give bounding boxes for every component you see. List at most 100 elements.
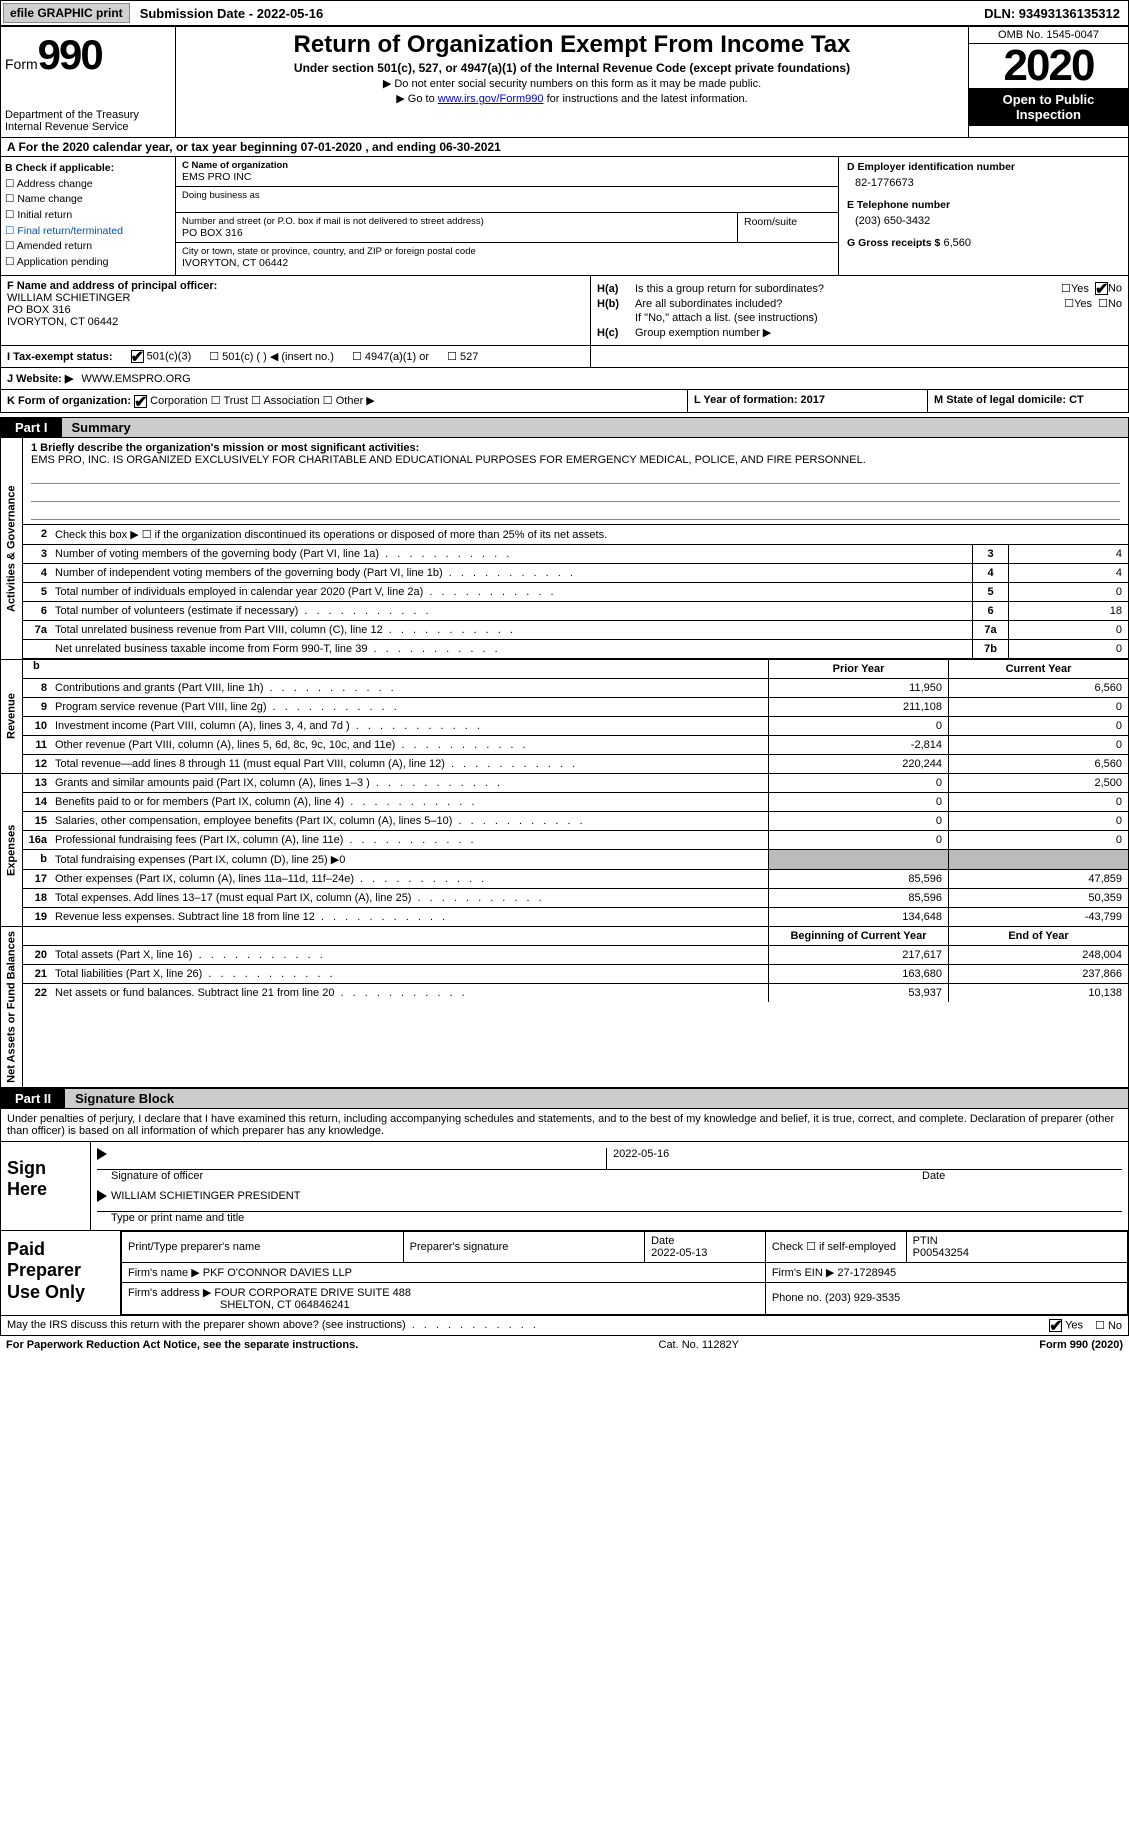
chk-final-return[interactable]: ☐ Final return/terminated xyxy=(5,224,171,239)
data-row: 12Total revenue—add lines 8 through 11 (… xyxy=(23,755,1128,773)
box-j-label: J Website: ▶ xyxy=(7,372,73,385)
vtab-revenue: Revenue xyxy=(1,660,23,773)
hb-label: H(b) xyxy=(597,298,635,310)
paid-preparer-label: Paid Preparer Use Only xyxy=(1,1231,121,1315)
firm-name-cell: Firm's name ▶ PKF O'CONNOR DAVIES LLP xyxy=(122,1262,766,1282)
part1-title: Summary xyxy=(62,418,1128,437)
hc-label: H(c) xyxy=(597,327,635,339)
data-row: 19Revenue less expenses. Subtract line 1… xyxy=(23,908,1128,926)
footer-row: For Paperwork Reduction Act Notice, see … xyxy=(0,1336,1129,1354)
entity-block: B Check if applicable: ☐ Address change … xyxy=(0,157,1129,276)
col-b-label: b xyxy=(33,660,40,672)
street-label: Number and street (or P.O. box if mail i… xyxy=(182,216,731,227)
part2-header: Part II Signature Block xyxy=(0,1088,1129,1109)
paperwork-notice: For Paperwork Reduction Act Notice, see … xyxy=(6,1339,358,1351)
prep-selfemp[interactable]: Check ☐ if self-employed xyxy=(765,1231,906,1262)
dln: DLN: 93493136135312 xyxy=(976,4,1128,23)
opt-trust[interactable]: ☐ Trust xyxy=(211,395,248,407)
data-row: 22Net assets or fund balances. Subtract … xyxy=(23,984,1128,1002)
irs-link[interactable]: www.irs.gov/Form990 xyxy=(438,93,544,105)
hb-question: Are all subordinates included? xyxy=(635,298,1064,310)
tax-exempt-row: I Tax-exempt status: 501(c)(3) ☐ 501(c) … xyxy=(0,346,1129,368)
printed-name-label: Type or print name and title xyxy=(111,1212,1122,1224)
chk-initial-return[interactable]: ☐ Initial return xyxy=(5,208,171,223)
discuss-yes[interactable]: Yes xyxy=(1049,1319,1083,1332)
chk-name-change[interactable]: ☐ Name change xyxy=(5,192,171,207)
prep-date-hdr: Date2022-05-13 xyxy=(645,1231,766,1262)
chk-address-change[interactable]: ☐ Address change xyxy=(5,177,171,192)
data-row: 17Other expenses (Part IX, column (A), l… xyxy=(23,870,1128,889)
data-row: 21Total liabilities (Part X, line 26)163… xyxy=(23,965,1128,984)
hb-yes[interactable]: ☐Yes xyxy=(1064,297,1092,310)
city-value: IVORYTON, CT 06442 xyxy=(182,257,832,269)
data-row: 16aProfessional fundraising fees (Part I… xyxy=(23,831,1128,850)
ha-question: Is this a group return for subordinates? xyxy=(635,283,1061,295)
officer-group-block: F Name and address of principal officer:… xyxy=(0,276,1129,347)
officer-city: IVORYTON, CT 06442 xyxy=(7,316,584,328)
ha-label: H(a) xyxy=(597,283,635,295)
box-k-label: K Form of organization: xyxy=(7,395,131,407)
top-bar: efile GRAPHIC print Submission Date - 20… xyxy=(0,0,1129,26)
officer-printed-name: WILLIAM SCHIETINGER PRESIDENT xyxy=(111,1190,300,1202)
gov-row: 4Number of independent voting members of… xyxy=(23,564,1128,583)
ha-yes[interactable]: ☐Yes xyxy=(1061,282,1089,295)
ha-no[interactable]: No xyxy=(1095,282,1122,295)
data-row: 14Benefits paid to or for members (Part … xyxy=(23,793,1128,812)
opt-assoc[interactable]: ☐ Association xyxy=(251,395,320,407)
discuss-no[interactable]: ☐ No xyxy=(1095,1319,1122,1332)
activities-governance-section: Activities & Governance 1 Briefly descri… xyxy=(0,438,1129,660)
current-year-hdr: Current Year xyxy=(948,660,1128,678)
line16b-cy xyxy=(948,850,1128,869)
sign-here-block: Sign Here 2022-05-16 Signature of office… xyxy=(0,1142,1129,1231)
date-label: Date xyxy=(922,1170,1122,1182)
form-word: Form xyxy=(5,56,38,72)
form-org-row: K Form of organization: Corporation ☐ Tr… xyxy=(0,390,1129,413)
prep-name-hdr: Print/Type preparer's name xyxy=(122,1231,404,1262)
data-row: 9Program service revenue (Part VIII, lin… xyxy=(23,698,1128,717)
hc-question: Group exemption number ▶ xyxy=(635,326,771,339)
form-header: Form990 Department of the Treasury Inter… xyxy=(0,26,1129,138)
expenses-section: Expenses 13Grants and similar amounts pa… xyxy=(0,774,1129,927)
line16b-num: b xyxy=(23,850,51,869)
data-row: 20Total assets (Part X, line 16)217,6172… xyxy=(23,946,1128,965)
line2-desc: Check this box ▶ ☐ if the organization d… xyxy=(51,525,1128,544)
mission-label: 1 Briefly describe the organization's mi… xyxy=(31,442,419,454)
opt-4947[interactable]: ☐ 4947(a)(1) or xyxy=(352,350,429,363)
phone-label: E Telephone number xyxy=(847,199,1120,211)
gov-row: 6Total number of volunteers (estimate if… xyxy=(23,602,1128,621)
opt-501c[interactable]: ☐ 501(c) ( ) ◀ (insert no.) xyxy=(209,350,334,363)
org-name: EMS PRO INC xyxy=(182,171,832,183)
paid-preparer-block: Paid Preparer Use Only Print/Type prepar… xyxy=(0,1231,1129,1316)
opt-501c3[interactable]: 501(c)(3) xyxy=(131,350,192,363)
net-assets-section: Net Assets or Fund Balances Beginning of… xyxy=(0,927,1129,1088)
efile-print-button[interactable]: efile GRAPHIC print xyxy=(3,3,130,23)
discuss-row: May the IRS discuss this return with the… xyxy=(0,1316,1129,1336)
gross-value: 6,560 xyxy=(943,237,971,249)
part1-tag: Part I xyxy=(1,418,62,437)
opt-527[interactable]: ☐ 527 xyxy=(447,350,478,363)
discuss-question: May the IRS discuss this return with the… xyxy=(7,1319,1049,1331)
note-link: ▶ Go to www.irs.gov/Form990 for instruct… xyxy=(180,92,964,105)
gov-row: Net unrelated business taxable income fr… xyxy=(23,640,1128,659)
sig-officer-label: Signature of officer xyxy=(111,1170,922,1182)
hb-note: If "No," attach a list. (see instruction… xyxy=(635,312,1122,324)
revenue-section: Revenue b Prior Year Current Year 8Contr… xyxy=(0,660,1129,774)
website-row: J Website: ▶ WWW.EMSPRO.ORG xyxy=(0,368,1129,390)
form-number: 990 xyxy=(38,31,102,78)
chk-amended[interactable]: ☐ Amended return xyxy=(5,239,171,254)
line16b-desc: Total fundraising expenses (Part IX, col… xyxy=(51,850,768,869)
note-link-post: for instructions and the latest informat… xyxy=(544,93,748,105)
submission-date: Submission Date - 2022-05-16 xyxy=(132,4,332,23)
opt-other[interactable]: ☐ Other ▶ xyxy=(323,395,375,407)
chk-app-pending[interactable]: ☐ Application pending xyxy=(5,255,171,270)
city-label: City or town, state or province, country… xyxy=(182,246,832,257)
gov-row: 7aTotal unrelated business revenue from … xyxy=(23,621,1128,640)
gross-label: G Gross receipts $ xyxy=(847,237,940,249)
form-title: Return of Organization Exempt From Incom… xyxy=(180,31,964,59)
part1-header: Part I Summary xyxy=(0,417,1129,438)
tax-period: A For the 2020 calendar year, or tax yea… xyxy=(0,138,1129,157)
box-f-label: F Name and address of principal officer: xyxy=(7,280,584,292)
data-row: 13Grants and similar amounts paid (Part … xyxy=(23,774,1128,793)
data-row: 15Salaries, other compensation, employee… xyxy=(23,812,1128,831)
opt-corp[interactable]: Corporation xyxy=(134,395,208,407)
